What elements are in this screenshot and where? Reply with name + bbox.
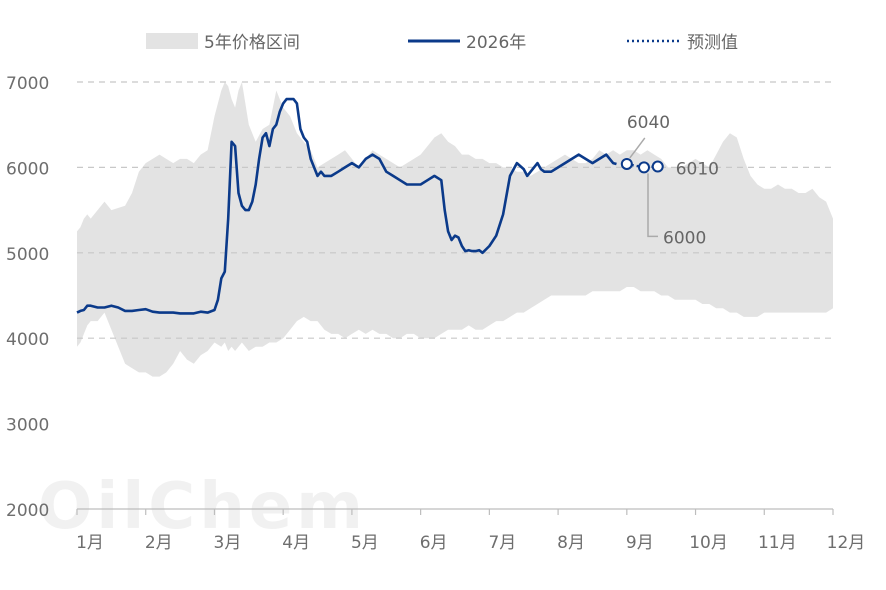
y-tick-label: 7000 [6,74,49,94]
watermark-logo: OilChem [38,470,367,544]
y-tick-label: 5000 [6,245,49,265]
grid-layer [77,81,833,339]
x-tick-label: 4月 [282,533,310,553]
x-tick-label: 2月 [145,533,173,553]
y-tick-label: 2000 [6,501,49,521]
price-range-band [77,82,833,377]
x-tick-label: 10月 [689,533,728,553]
legend-band-label: 5年价格区间 [204,33,300,53]
x-tick-label: 8月 [557,533,585,553]
annotation-leader [629,137,646,159]
x-tick-label: 12月 [827,533,866,553]
legend-forecast-label: 预测值 [687,33,738,53]
legend: 5年价格区间 2026年 预测值 [146,33,738,53]
forecast-layer [620,157,664,174]
y-tick-label: 6000 [6,159,49,179]
x-tick-label: 3月 [214,533,242,553]
legend-series-label: 2026年 [466,33,526,53]
series-line-2026 [76,97,617,315]
x-tick-label: 7月 [488,533,516,553]
x-axis: 1月 2月 3月 4月 5月 6月 7月 8月 9月 10月 11月 12月 [76,508,866,553]
forecast-point [651,160,664,173]
x-tick-label: 1月 [76,533,104,553]
line-layer [76,97,617,315]
y-tick-label: 3000 [6,416,49,436]
x-tick-label: 6月 [420,533,448,553]
annotation-layer: 6040 6010 6000 [627,113,719,248]
band-layer [77,82,833,377]
y-axis: 7000 6000 5000 4000 3000 2000 [6,74,49,521]
x-tick-label: 5月 [351,533,379,553]
x-tick-label: 11月 [758,533,797,553]
annotation-label: 6010 [676,160,719,180]
y-tick-label: 4000 [6,330,49,350]
annotation-leader [647,173,658,238]
x-tick-label: 9月 [626,533,654,553]
annotation-label: 6000 [663,228,706,248]
legend-band-swatch [146,33,198,49]
forecast-point [620,157,633,170]
forecast-point [638,161,650,174]
annotation-label: 6040 [627,113,670,133]
